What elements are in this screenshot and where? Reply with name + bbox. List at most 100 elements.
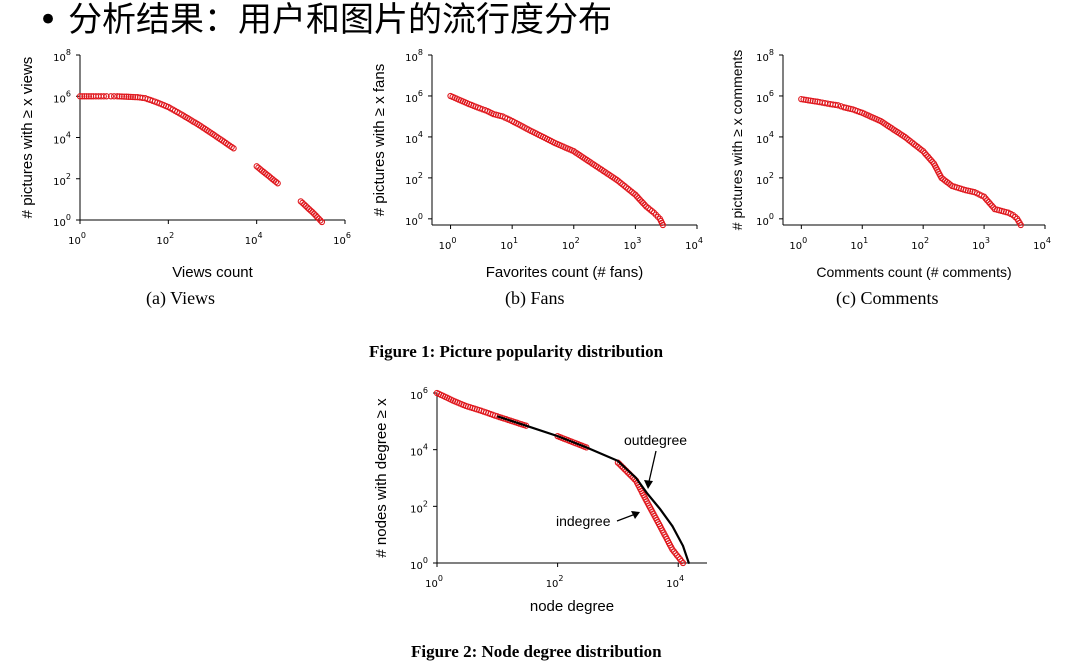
y-tick-label: 102 (405, 171, 423, 187)
data-point (314, 213, 321, 221)
x-axis-title: Favorites count (# fans) (486, 264, 644, 281)
x-axis-title: Views count (172, 264, 253, 281)
annotation-arrow (647, 450, 657, 487)
x-tick-label: 100 (789, 236, 807, 252)
data-point (318, 218, 326, 226)
y-tick-label: 100 (53, 213, 71, 229)
x-tick-label: 103 (972, 236, 990, 252)
subcaption-fans: (b) Fans (505, 288, 565, 308)
data-point (312, 212, 319, 219)
data-point (301, 201, 308, 208)
y-tick-label: 104 (756, 130, 774, 146)
y-tick-label: 100 (410, 556, 428, 572)
data-point (834, 102, 842, 109)
data-point (129, 93, 137, 101)
data-point (125, 93, 132, 100)
data-point (832, 101, 839, 109)
data-point (121, 93, 128, 100)
data-point (76, 93, 84, 100)
x-tick-label: 104 (666, 574, 684, 590)
y-tick-label: 102 (756, 171, 774, 187)
data-point (302, 202, 309, 210)
y-tick-label: 102 (53, 172, 71, 188)
data-point (83, 93, 90, 100)
data-point (679, 559, 687, 567)
data-point (79, 93, 86, 100)
x-tick-label: 101 (500, 236, 518, 252)
x-tick-label: 100 (68, 231, 86, 247)
y-axis-title: # pictures with ≥ x comments (729, 50, 745, 230)
x-tick-label: 102 (562, 236, 580, 252)
x-tick-label: 103 (623, 236, 641, 252)
y-axis-title: # pictures with ≥ x fans (371, 64, 388, 216)
data-point (632, 191, 639, 198)
y-tick-label: 104 (405, 130, 423, 146)
degree-chart: 100 102 104 100 102 104 106 node degree # nodes … (373, 386, 707, 615)
data-point (114, 93, 121, 100)
data-point (659, 221, 667, 229)
y-tick-label: 100 (756, 212, 774, 228)
x-tick-label: 100 (425, 574, 443, 590)
data-point (988, 202, 995, 209)
data-point (274, 180, 281, 187)
data-point (272, 178, 280, 186)
figure2-caption: Figure 2: Node degree distribution (411, 642, 662, 661)
annotation-indegree: indegree (556, 513, 611, 529)
y-tick-label: 104 (410, 443, 428, 459)
data-point (635, 194, 642, 202)
y-tick-label: 100 (405, 212, 423, 228)
fans-chart: 100 101 102 103 104 100 102 104 106 108 Favorites … (371, 48, 703, 281)
data-point (624, 185, 632, 192)
x-tick-label: 102 (911, 236, 929, 252)
y-tick-label: 102 (410, 499, 428, 515)
data-point (85, 93, 93, 100)
data-point (118, 93, 126, 100)
annotation-arrowhead (644, 480, 653, 489)
data-point (116, 93, 123, 100)
data-point (987, 200, 994, 207)
subcaption-comments: (c) Comments (836, 288, 939, 308)
data-point (983, 197, 991, 204)
x-axis-title: Comments count (# comments) (816, 264, 1011, 280)
data-point (1017, 221, 1024, 229)
data-point (315, 215, 322, 222)
y-tick-label: 106 (405, 89, 423, 105)
data-point (107, 93, 115, 100)
data-point (103, 93, 110, 100)
data-point (621, 182, 628, 189)
x-tick-label: 104 (1033, 236, 1051, 252)
data-point (81, 93, 88, 100)
x-tick-label: 106 (333, 231, 351, 247)
data-point (923, 151, 930, 158)
data-point (304, 204, 311, 211)
data-point (123, 93, 130, 100)
data-point (307, 207, 314, 214)
y-tick-label: 108 (405, 48, 423, 64)
x-axis-title: node degree (530, 598, 614, 615)
y-tick-label: 104 (53, 131, 71, 147)
y-tick-label: 106 (756, 89, 774, 105)
data-point (230, 145, 237, 152)
x-tick-label: 102 (156, 231, 174, 247)
data-point (671, 525, 674, 528)
data-point (982, 195, 989, 202)
annotation-arrowhead (631, 511, 640, 519)
data-point (638, 198, 645, 205)
x-tick-label: 104 (245, 231, 263, 247)
x-tick-label: 104 (685, 236, 703, 252)
x-tick-label: 100 (439, 236, 457, 252)
y-tick-label: 106 (53, 89, 71, 105)
title-text: 分析结果：用户和图片的流行度分布 (68, 0, 613, 40)
data-point (927, 156, 934, 164)
comments-chart: 100 101 102 103 104 100 102 104 106 108 Comments c… (729, 48, 1051, 280)
annotation-outdegree: outdegree (624, 432, 687, 448)
data-point (921, 149, 928, 157)
data-point (100, 93, 107, 100)
figure1-caption: Figure 1: Picture popularity distributio… (369, 342, 664, 361)
y-axis-title: # pictures with ≥ x views (19, 57, 36, 219)
y-tick-label: 108 (756, 48, 774, 64)
data-point (682, 544, 685, 547)
data-point (633, 193, 641, 200)
data-point (980, 193, 988, 200)
data-point (687, 562, 690, 564)
